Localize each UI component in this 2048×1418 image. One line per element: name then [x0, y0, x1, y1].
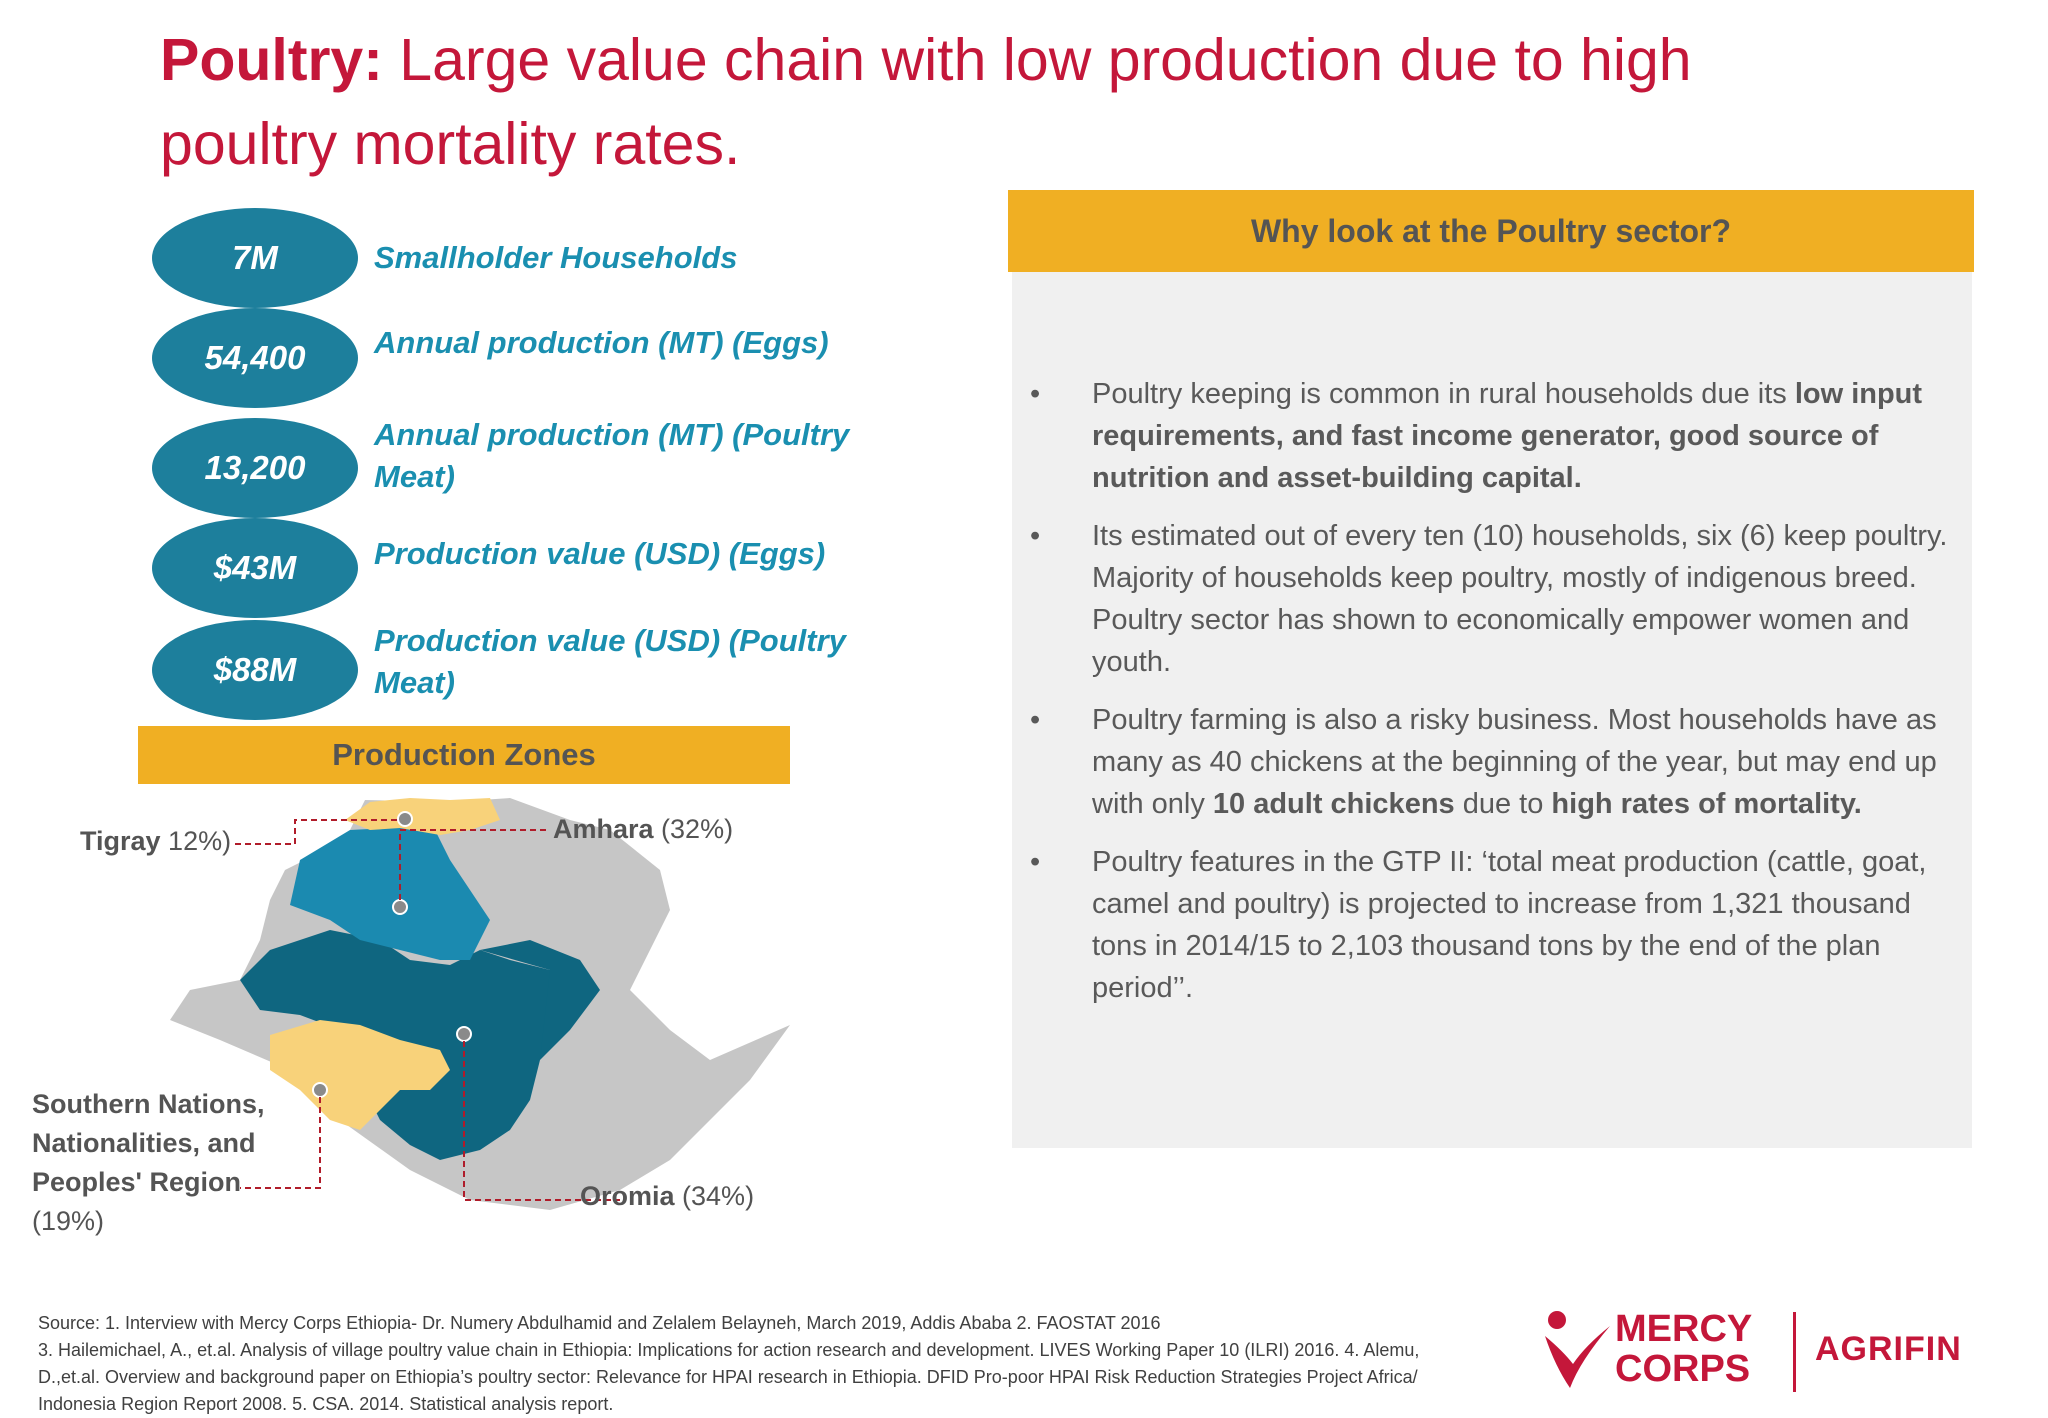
agrifin-logo: AGRIFIN: [1815, 1330, 1962, 1368]
leader-snnpr: [240, 1097, 321, 1189]
stat-value: 54,400: [152, 308, 358, 408]
ethiopia-map: [170, 798, 790, 1210]
bullet-item: • Poultry keeping is common in rural hou…: [1030, 373, 1950, 499]
leader-tigray: [235, 819, 398, 845]
title-bold: Poultry:: [160, 27, 383, 93]
title-rest: Large value chain with low production du…: [160, 27, 1692, 177]
bullet-bold: low input requirements, and fast income …: [1092, 378, 1923, 494]
page-title: Poultry: Large value chain with low prod…: [160, 18, 1860, 186]
snnpr-pct: (19%): [32, 1206, 105, 1236]
bullet-text: Its estimated out of every ten (10) hous…: [1092, 520, 1948, 678]
stat-label: Annual production (MT) (Eggs): [374, 325, 829, 360]
source-line: 3. Hailemichael, A., et.al. Analysis of …: [38, 1340, 1420, 1360]
map-snnpr: [270, 1020, 450, 1130]
bullet-text: due to: [1454, 788, 1552, 820]
bullet-item: • Poultry farming is also a risky busine…: [1030, 699, 1950, 825]
why-panel: [1012, 190, 1972, 1148]
map-label-snnpr: Southern Nations, Nationalities, and Peo…: [32, 1085, 292, 1241]
amhara-name: Amhara: [553, 814, 654, 844]
oromia-pct: (34%): [674, 1181, 755, 1211]
bullet-dot: •: [1030, 704, 1041, 736]
tigray-pct: 12%): [160, 826, 232, 856]
stat-value: 7M: [152, 208, 358, 308]
stat-label: Production value (USD) (Poultry Meat): [374, 623, 846, 700]
marker-snnpr: [312, 1082, 328, 1098]
bullet-dot: •: [1030, 846, 1041, 878]
bullet-dot: •: [1030, 520, 1041, 552]
bullet-item: • Poultry features in the GTP II: ‘total…: [1030, 841, 1950, 1009]
logo-mercy: MERCY: [1615, 1308, 1753, 1350]
oromia-name: Oromia: [580, 1181, 675, 1211]
bullet-bold: 10 adult chickens: [1212, 788, 1455, 820]
mercy-corps-figure-icon: [1545, 1311, 1610, 1388]
stat-meat-production: 13,200 Annual production (MT) (Poultry M…: [152, 417, 872, 518]
stat-label: Annual production (MT) (Poultry Meat): [374, 417, 850, 494]
source-line: Indonesia Region Report 2008. 5. CSA. 20…: [38, 1394, 614, 1414]
marker-tigray: [397, 811, 413, 827]
amhara-pct: (32%): [653, 814, 734, 844]
stat-eggs-production: 54,400 Annual production (MT) (Eggs): [152, 308, 872, 409]
map-amhara: [290, 820, 490, 960]
map-oromia-east: [480, 940, 600, 1060]
bullet-text: Poultry farming is also a risky business…: [1092, 704, 1937, 820]
logo-divider: [1793, 1312, 1796, 1392]
stat-households: 7M Smallholder Households: [152, 208, 872, 308]
stat-meat-value: $88M Production value (USD) (Poultry Mea…: [152, 620, 872, 720]
stat-value: $88M: [152, 620, 358, 720]
bullet-text: Poultry features in the GTP II: ‘total m…: [1092, 846, 1927, 1004]
bullet-bold: high rates of mortality.: [1551, 788, 1862, 820]
source-line: Source: 1. Interview with Mercy Corps Et…: [38, 1313, 1161, 1333]
marker-oromia: [456, 1026, 472, 1042]
leader-oromia: [463, 1041, 620, 1201]
bullet-text: Poultry keeping is common in rural house…: [1092, 378, 1795, 410]
marker-amhara: [392, 899, 408, 915]
bullet-item: • Its estimated out of every ten (10) ho…: [1030, 515, 1950, 683]
source-line: D.,et.al. Overview and background paper …: [38, 1367, 1418, 1387]
snnpr-name: Southern Nations, Nationalities, and Peo…: [32, 1089, 265, 1197]
map-label-tigray: Tigray 12%): [80, 822, 231, 861]
stat-value: $43M: [152, 518, 358, 618]
bullet-dot: •: [1030, 378, 1041, 410]
stat-eggs-value: $43M Production value (USD) (Eggs): [152, 518, 872, 618]
stat-label: Smallholder Households: [374, 240, 738, 275]
leader-amhara: [399, 829, 550, 900]
map-tigray: [345, 798, 500, 835]
stat-value: 13,200: [152, 418, 358, 518]
tigray-name: Tigray: [80, 826, 161, 856]
why-heading: Why look at the Poultry sector?: [1008, 190, 1974, 272]
logo-corps: CORPS: [1615, 1348, 1751, 1390]
mercy-corps-logo: MERCY CORPS: [1535, 1306, 1775, 1396]
map-label-amhara: Amhara (32%): [553, 810, 733, 849]
source-footnote: Source: 1. Interview with Mercy Corps Et…: [38, 1310, 1538, 1418]
why-bullet-list: • Poultry keeping is common in rural hou…: [1030, 373, 1950, 1025]
map-label-oromia: Oromia (34%): [580, 1177, 754, 1216]
production-zones-heading: Production Zones: [138, 726, 790, 784]
stat-label: Production value (USD) (Eggs): [374, 536, 826, 571]
